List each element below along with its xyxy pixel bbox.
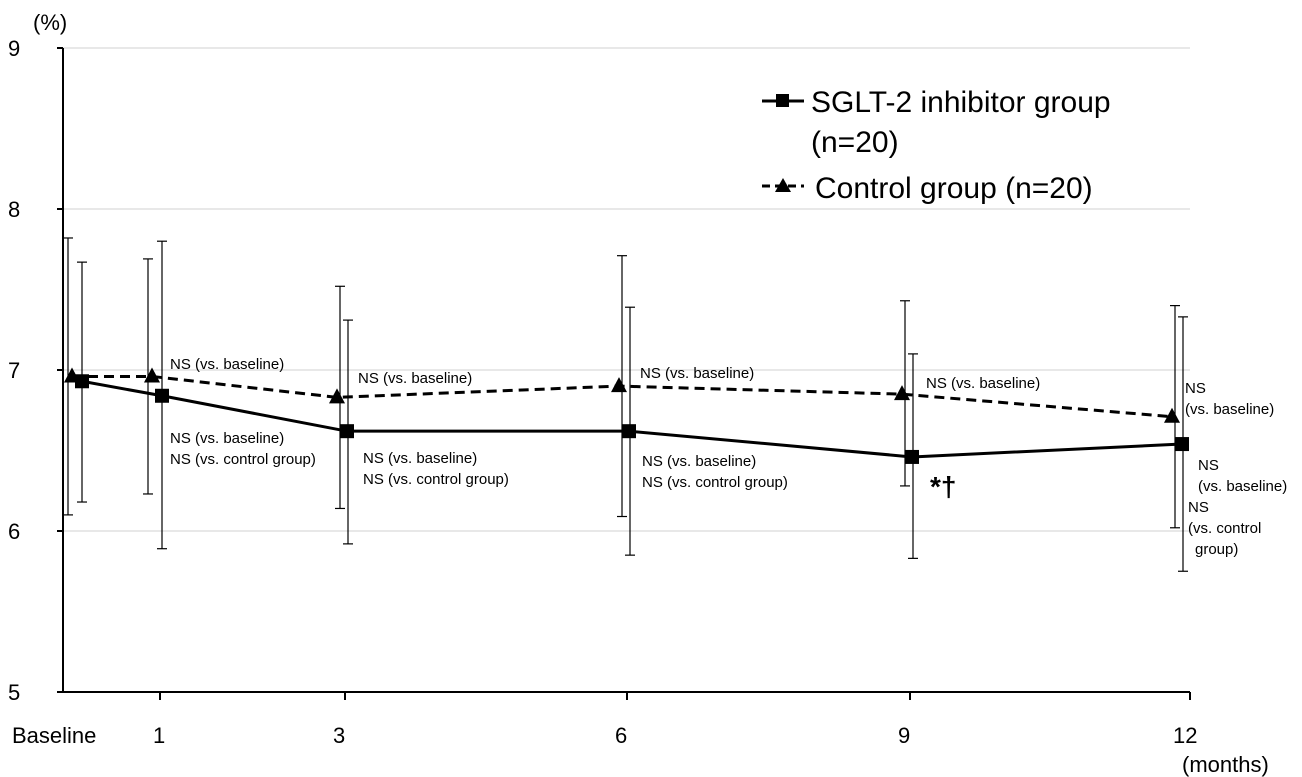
y-tick-label-8: 8: [8, 197, 20, 222]
gridlines: [63, 47, 1190, 532]
x-tick-label-3: 3: [333, 723, 345, 748]
data-point-control-12: [1164, 407, 1180, 423]
legend-label-sglt2-n: (n=20): [811, 126, 899, 159]
data-point-sglt2-9: [905, 449, 919, 464]
series-line-control: [72, 374, 1173, 419]
legend: SGLT-2 inhibitor group (n=20) Control gr…: [762, 86, 1111, 205]
annotation-m12-sglt-control: (vs. control: [1188, 520, 1261, 537]
data-point-sglt2-1: [155, 388, 169, 403]
axes: (%) (months): [33, 10, 1269, 777]
x-tick-label-9: 9: [898, 723, 910, 748]
y-tick-label-6: 6: [8, 519, 20, 544]
annotation-m1-sglt-control: NS (vs. control group): [170, 451, 316, 468]
x-tick-label-6: 6: [615, 723, 627, 748]
annotation-m12-control-baseline: (vs. baseline): [1185, 401, 1274, 418]
y-tick-label-7: 7: [8, 358, 20, 383]
series-line-sglt2: [81, 379, 1183, 459]
legend-entry-control: Control group (n=20): [762, 172, 1093, 205]
annotations: NS (vs. baseline) NS (vs. baseline) NS (…: [170, 356, 1287, 558]
annotation-m3-sglt-control: NS (vs. control group): [363, 471, 509, 488]
x-axis-unit: (months): [1182, 752, 1269, 777]
x-tick-label-1: 1: [153, 723, 165, 748]
data-point-control-baseline: [64, 367, 80, 383]
annotation-m12-sglt-ns2: NS: [1188, 499, 1209, 516]
annotation-m6-sglt-baseline: NS (vs. baseline): [642, 453, 756, 470]
data-point-control-3: [329, 388, 345, 404]
data-point-sglt2-baseline: [75, 374, 89, 389]
annotation-m9-control: NS (vs. baseline): [926, 375, 1040, 392]
data-point-control-1: [144, 367, 160, 383]
legend-entry-sglt2: SGLT-2 inhibitor group (n=20): [762, 86, 1111, 159]
annotation-m12-sglt-group: group): [1195, 541, 1238, 558]
annotation-m6-control: NS (vs. baseline): [640, 365, 754, 382]
x-tick-label-baseline: Baseline: [12, 723, 96, 748]
data-point-control-9: [894, 385, 910, 401]
x-tick-label-12: 12: [1173, 723, 1197, 748]
series-lines: [72, 374, 1183, 459]
legend-marker-square: [776, 94, 789, 107]
annotation-m1-control: NS (vs. baseline): [170, 356, 284, 373]
annotation-m12-control-ns: NS: [1185, 380, 1206, 397]
data-point-sglt2-3: [340, 424, 354, 439]
legend-marker-triangle: [775, 178, 791, 192]
annotation-m12-sglt-baseline: (vs. baseline): [1198, 478, 1287, 495]
data-point-control-6: [611, 377, 627, 393]
data-point-sglt2-6: [622, 424, 636, 439]
annotation-m3-control: NS (vs. baseline): [358, 370, 472, 387]
y-axis-unit: (%): [33, 10, 67, 35]
annotation-m12-sglt-ns1: NS: [1198, 457, 1219, 474]
y-tick-label-9: 9: [8, 36, 20, 61]
annotation-m9-significance: *†: [930, 471, 956, 502]
legend-label-sglt2: SGLT-2 inhibitor group: [811, 86, 1111, 119]
data-point-sglt2-12: [1175, 437, 1189, 452]
annotation-m1-sglt-baseline: NS (vs. baseline): [170, 430, 284, 447]
annotation-m3-sglt-baseline: NS (vs. baseline): [363, 450, 477, 467]
y-tick-label-5: 5: [8, 680, 20, 705]
legend-label-control: Control group (n=20): [815, 172, 1093, 205]
series-markers: [64, 367, 1189, 464]
tick-labels: 5 6 7 8 9 Baseline 1 3 6 9 12: [8, 36, 1197, 748]
annotation-m6-sglt-control: NS (vs. control group): [642, 474, 788, 491]
